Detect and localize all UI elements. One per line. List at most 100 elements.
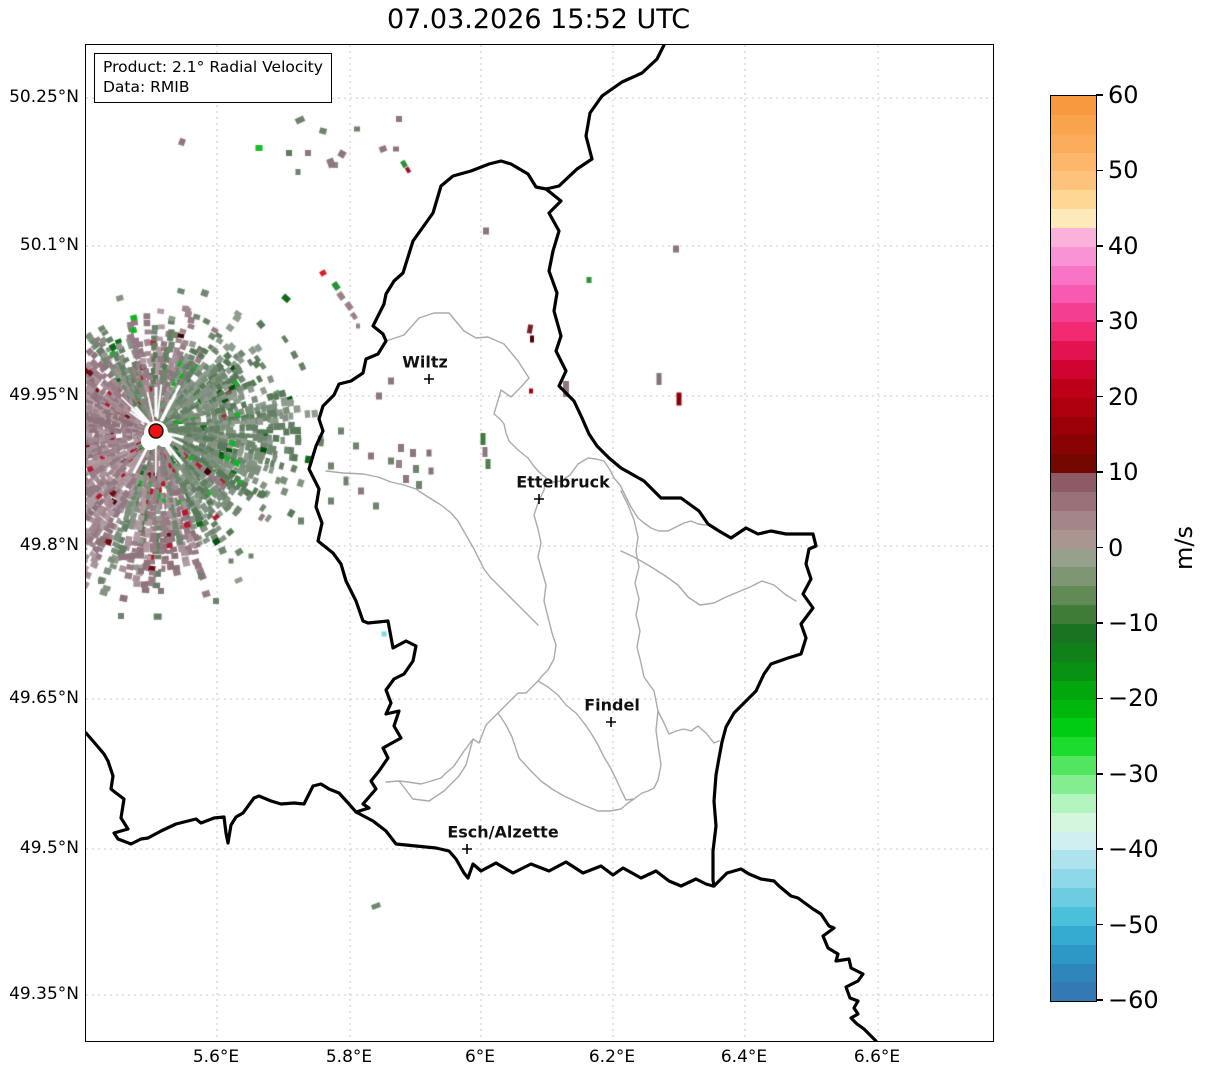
colorbar-band — [1051, 133, 1096, 153]
colorbar-tick — [1096, 848, 1103, 850]
colorbar-band — [1051, 963, 1096, 983]
lat-tick-label: 50.1°N — [19, 235, 79, 255]
lat-tick-label: 49.5°N — [19, 838, 79, 858]
colorbar-band — [1051, 756, 1096, 775]
colorbar-band — [1051, 718, 1096, 738]
colorbar-band — [1051, 265, 1096, 285]
colorbar-band — [1051, 454, 1096, 474]
colorbar-band — [1051, 831, 1096, 851]
colorbar-tick — [1096, 923, 1103, 926]
regional-border — [545, 457, 707, 532]
colorbar-tick-label: −50 — [1108, 910, 1159, 939]
colorbar-tick — [1096, 395, 1103, 398]
lon-tick-label: 6.6°E — [853, 1047, 901, 1067]
lon-tick-label: 6°E — [464, 1047, 496, 1067]
lat-tick-label: 49.65°N — [9, 688, 79, 708]
colorbar-tick-label: 10 — [1108, 458, 1139, 487]
colorbar-tick-label: −20 — [1108, 684, 1159, 713]
data-source-line: Data: RMIB — [103, 78, 190, 97]
colorbar-band — [1051, 605, 1096, 625]
regional-border — [385, 312, 530, 379]
colorbar-unit-label: m/s — [1170, 525, 1198, 570]
colorbar-band — [1051, 228, 1096, 247]
colorbar-band — [1051, 586, 1096, 606]
national-border — [544, 45, 666, 191]
colorbar-band — [1051, 416, 1096, 436]
regional-border — [325, 470, 539, 626]
colorbar-band — [1051, 397, 1096, 417]
product-line: Product: 2.1° Radial Velocity — [103, 58, 323, 76]
colorbar-band — [1051, 793, 1096, 813]
colorbar-band — [1051, 548, 1096, 568]
colorbar-tick-label: 20 — [1108, 382, 1139, 411]
regional-border — [497, 712, 635, 812]
colorbar-tick — [1096, 94, 1103, 96]
colorbar-band — [1051, 888, 1096, 907]
colorbar-band — [1051, 303, 1096, 323]
lon-tick-label: 5.6°E — [192, 1047, 240, 1067]
national-border — [544, 187, 818, 888]
lat-tick-label: 49.8°N — [19, 535, 79, 555]
colorbar-band — [1051, 774, 1096, 794]
colorbar-band — [1051, 360, 1096, 379]
lon-tick-label: 6.2°E — [588, 1047, 636, 1067]
colorbar-band — [1051, 850, 1096, 870]
city-marker — [534, 494, 544, 504]
colorbar-band — [1051, 906, 1096, 926]
colorbar-band — [1051, 529, 1096, 549]
colorbar-tick-label: 50 — [1108, 156, 1139, 185]
colorbar-band — [1051, 322, 1096, 342]
colorbar-band — [1051, 96, 1096, 115]
colorbar-tick — [1096, 697, 1103, 700]
colorbar-tick-label: 40 — [1108, 231, 1139, 260]
city-label: Esch/Alzette — [447, 822, 559, 842]
colorbar-tick — [1096, 622, 1103, 624]
radar-echo-canvas — [86, 45, 993, 1041]
colorbar-tick-label: 30 — [1108, 307, 1139, 336]
colorbar-tick-label: 0 — [1108, 533, 1124, 562]
lat-tick-label: 49.95°N — [9, 385, 79, 405]
regional-border — [533, 477, 557, 682]
city-marker — [462, 844, 472, 854]
colorbar-tick — [1096, 169, 1103, 172]
colorbar-band — [1051, 642, 1096, 662]
borders-layer — [86, 45, 878, 1041]
colorbar-tick-label: −30 — [1108, 759, 1159, 788]
city-label: Ettelbruck — [516, 472, 610, 492]
colorbar-band — [1051, 567, 1096, 587]
colorbar-band — [1051, 812, 1096, 832]
national-border — [712, 867, 878, 1041]
city-label: Wiltz — [402, 352, 448, 372]
regional-border — [385, 680, 539, 785]
map-panel: Product: 2.1° Radial Velocity Data: RMIB — [85, 44, 994, 1042]
national-border — [86, 731, 358, 846]
colorbar-band — [1051, 982, 1096, 1002]
colorbar-tick-label: −10 — [1108, 608, 1159, 637]
colorbar-band — [1051, 492, 1096, 511]
regional-border — [620, 550, 797, 606]
colorbar-band — [1051, 114, 1096, 134]
colorbar-band — [1051, 869, 1096, 889]
colorbar-tick — [1096, 999, 1103, 1001]
colorbar-band — [1051, 944, 1096, 964]
city-marker — [424, 374, 434, 384]
colorbar-band — [1051, 473, 1096, 493]
colorbar-band — [1051, 152, 1096, 172]
colorbar-band — [1051, 680, 1096, 700]
regional-border — [398, 738, 474, 802]
national-border — [354, 810, 715, 888]
colorbar-tick — [1096, 546, 1103, 549]
colorbar-band — [1051, 699, 1096, 719]
colorbar-tick — [1096, 245, 1103, 247]
product-info-box: Product: 2.1° Radial Velocity Data: RMIB — [94, 53, 332, 103]
figure-title: 07.03.2026 15:52 UTC — [386, 4, 691, 35]
colorbar-band — [1051, 190, 1096, 210]
colorbar-tick-label: −60 — [1108, 986, 1159, 1014]
colorbar-band — [1051, 284, 1096, 304]
regional-border — [620, 490, 720, 744]
colorbar-band — [1051, 510, 1096, 530]
lon-tick-label: 5.8°E — [325, 1047, 373, 1067]
city-label: Findel — [584, 695, 640, 715]
lon-tick-label: 6.4°E — [720, 1047, 768, 1067]
